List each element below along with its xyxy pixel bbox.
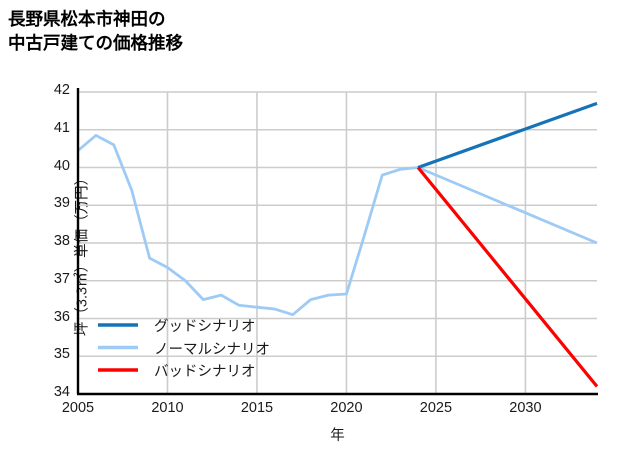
chart-title-line2: 中古戸建ての価格推移 — [8, 32, 183, 53]
y-tick-label: 37 — [53, 270, 70, 287]
chart-title-line1: 長野県松本市神田の — [8, 9, 166, 29]
legend-label: ノーマルシナリオ — [154, 341, 270, 358]
x-tick-label: 2015 — [240, 400, 274, 416]
y-tick-label: 36 — [53, 308, 70, 325]
y-tick-label: 35 — [53, 346, 70, 363]
y-tick-label: 39 — [53, 195, 70, 212]
x-tick-label: 2025 — [419, 400, 453, 416]
series-lines — [77, 101, 599, 388]
x-tick-label: 2005 — [61, 400, 95, 416]
y-tick-label: 40 — [53, 157, 70, 174]
legend-swatches — [98, 323, 138, 372]
x-tick-label: 2030 — [509, 400, 542, 416]
legend-label: バッドシナリオ — [154, 364, 256, 380]
y-tick-label: 41 — [53, 119, 70, 136]
x-tick-label: 2020 — [330, 400, 363, 416]
y-tick-label: 34 — [53, 384, 70, 400]
x-tick-label: 2010 — [151, 400, 184, 416]
axis-lines — [76, 88, 598, 396]
y-tick-label: 42 — [53, 82, 70, 98]
y-tick-label: 38 — [53, 233, 70, 249]
x-axis-label: 年 — [330, 428, 345, 444]
chart-title: 長野県松本市神田の 中古戸建ての価格推移 — [8, 8, 608, 55]
legend-label: グッドシナリオ — [154, 319, 256, 335]
